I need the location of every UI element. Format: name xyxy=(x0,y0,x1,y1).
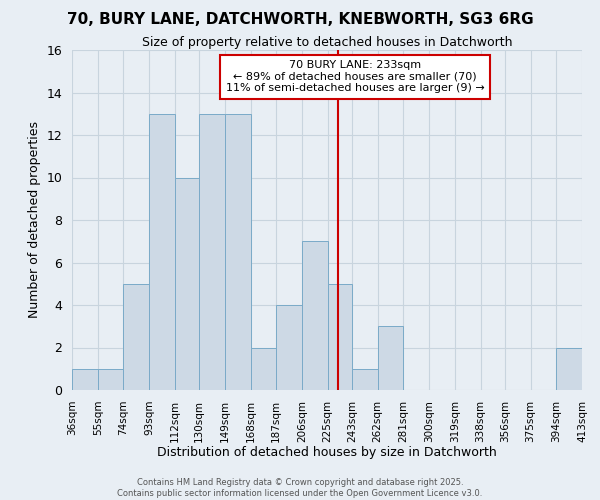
X-axis label: Distribution of detached houses by size in Datchworth: Distribution of detached houses by size … xyxy=(157,446,497,459)
Bar xyxy=(175,178,199,390)
Text: 70 BURY LANE: 233sqm
← 89% of detached houses are smaller (70)
11% of semi-detac: 70 BURY LANE: 233sqm ← 89% of detached h… xyxy=(226,60,484,94)
Bar xyxy=(225,114,251,390)
Title: Size of property relative to detached houses in Datchworth: Size of property relative to detached ho… xyxy=(142,36,512,49)
Bar xyxy=(352,369,378,390)
Text: 70, BURY LANE, DATCHWORTH, KNEBWORTH, SG3 6RG: 70, BURY LANE, DATCHWORTH, KNEBWORTH, SG… xyxy=(67,12,533,28)
Bar xyxy=(328,284,352,390)
Bar xyxy=(199,114,225,390)
Bar xyxy=(251,348,276,390)
Bar xyxy=(276,305,302,390)
Bar xyxy=(302,242,328,390)
Bar xyxy=(378,326,403,390)
Bar xyxy=(98,369,124,390)
Bar xyxy=(72,369,98,390)
Bar xyxy=(124,284,149,390)
Bar xyxy=(556,348,582,390)
Y-axis label: Number of detached properties: Number of detached properties xyxy=(28,122,41,318)
Text: Contains HM Land Registry data © Crown copyright and database right 2025.
Contai: Contains HM Land Registry data © Crown c… xyxy=(118,478,482,498)
Bar xyxy=(149,114,175,390)
